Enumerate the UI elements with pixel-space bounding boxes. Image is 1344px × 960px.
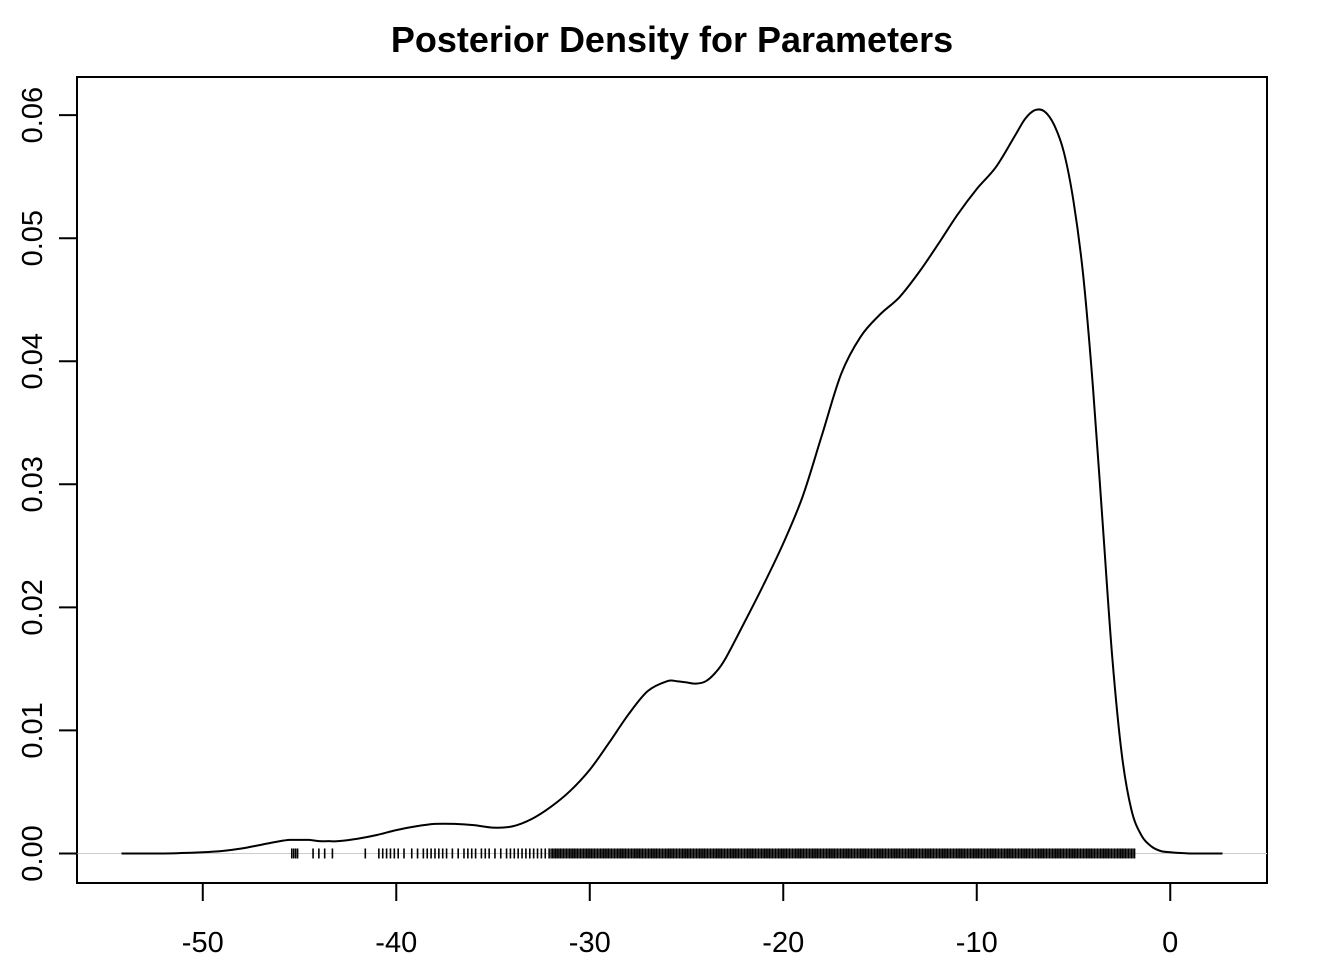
y-axis: 0.00 0.01 0.02 0.03 0.04 0.05 0.06 xyxy=(17,87,78,882)
rug-marks xyxy=(290,848,1136,859)
y-tick-label: 0.03 xyxy=(17,456,49,512)
y-tick-label: 0.02 xyxy=(17,579,49,635)
x-tick-label: -40 xyxy=(375,927,417,959)
y-tick-label: 0.06 xyxy=(17,87,49,143)
y-tick-label: 0.05 xyxy=(17,210,49,266)
density-curve xyxy=(121,108,1223,855)
density-curve-layer xyxy=(121,108,1223,855)
x-tick-label: -10 xyxy=(956,927,998,959)
x-tick-label: -20 xyxy=(762,927,804,959)
y-tick-label: 0.01 xyxy=(17,702,49,758)
y-tick-label: 0.04 xyxy=(17,333,49,389)
x-axis: -50 -40 -30 -20 -10 0 xyxy=(182,882,1178,959)
x-tick-label: 0 xyxy=(1162,927,1178,959)
plot-frame xyxy=(76,76,1268,884)
x-tick-label: -30 xyxy=(569,927,611,959)
x-tick-label: -50 xyxy=(182,927,224,959)
y-tick-label: 0.00 xyxy=(17,825,49,881)
chart-title: Posterior Density for Parameters xyxy=(391,19,953,60)
